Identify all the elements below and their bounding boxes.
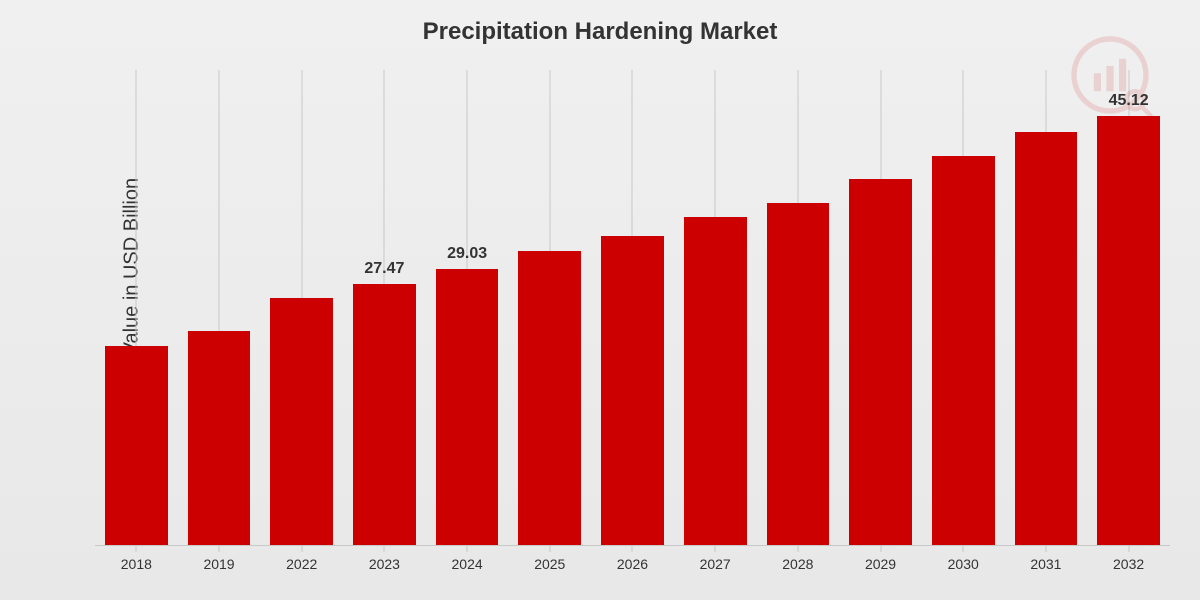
bar-group [270, 70, 333, 545]
bar [684, 217, 747, 545]
bar [436, 269, 499, 545]
data-label: 29.03 [447, 245, 487, 263]
bar-column [188, 70, 251, 545]
bar-group: 29.03 [436, 70, 499, 545]
x-tick-mark [632, 546, 633, 552]
bar-column: 45.12 [1097, 70, 1160, 545]
x-tick-mark [136, 546, 137, 552]
x-tick-mark [549, 546, 550, 552]
bar-column: 29.03 [436, 70, 499, 545]
bar [270, 298, 333, 545]
bar-group [518, 70, 581, 545]
bar-column [1015, 70, 1078, 545]
bar [767, 203, 830, 545]
bar-column [105, 70, 168, 545]
bar-column [684, 70, 747, 545]
x-tick-mark [963, 546, 964, 552]
x-tick-mark [797, 546, 798, 552]
bar-group [684, 70, 747, 545]
x-tick: 2032 [1097, 546, 1160, 572]
bar-column [767, 70, 830, 545]
x-tick: 2023 [353, 546, 416, 572]
bar-column [932, 70, 995, 545]
bar [188, 331, 251, 545]
x-tick-mark [1128, 546, 1129, 552]
x-tick-mark [301, 546, 302, 552]
bar [518, 251, 581, 546]
x-tick-mark [219, 546, 220, 552]
bar-group: 27.47 [353, 70, 416, 545]
bar-group [932, 70, 995, 545]
bar-group: 45.12 [1097, 70, 1160, 545]
x-tick: 2022 [270, 546, 333, 572]
bar [105, 346, 168, 546]
data-label: 27.47 [364, 260, 404, 278]
x-tick: 2031 [1015, 546, 1078, 572]
bar-column [518, 70, 581, 545]
x-tick: 2029 [849, 546, 912, 572]
bars-wrapper: 27.47 29.03 45.12 [95, 70, 1170, 545]
bar-column [849, 70, 912, 545]
data-label: 45.12 [1109, 92, 1149, 110]
x-tick: 2028 [767, 546, 830, 572]
bar-group [767, 70, 830, 545]
bar-group [188, 70, 251, 545]
x-tick: 2030 [932, 546, 995, 572]
chart-container: Precipitation Hardening Market Market Va… [0, 0, 1200, 600]
bar [353, 284, 416, 545]
bar-column: 27.47 [353, 70, 416, 545]
x-tick-mark [880, 546, 881, 552]
x-tick-mark [384, 546, 385, 552]
plot-area: 27.47 29.03 45.12 [95, 70, 1170, 545]
bar [1097, 116, 1160, 545]
x-tick: 2025 [518, 546, 581, 572]
x-axis-labels: 2018 2019 2022 2023 2024 2025 2026 2027 2028 2029… [95, 546, 1170, 572]
x-tick-mark [467, 546, 468, 552]
x-tick: 2018 [105, 546, 168, 572]
bar-column [601, 70, 664, 545]
chart-title: Precipitation Hardening Market [0, 0, 1200, 46]
x-tick: 2026 [601, 546, 664, 572]
x-tick-mark [715, 546, 716, 552]
x-tick: 2024 [436, 546, 499, 572]
x-tick: 2019 [188, 546, 251, 572]
bar-group [601, 70, 664, 545]
bar [601, 236, 664, 545]
bar [932, 156, 995, 546]
bar-group [1015, 70, 1078, 545]
x-tick-mark [1045, 546, 1046, 552]
x-axis: 2018 2019 2022 2023 2024 2025 2026 2027 2028 2029… [95, 545, 1170, 600]
x-tick: 2027 [684, 546, 747, 572]
bar-group [105, 70, 168, 545]
bar-group [849, 70, 912, 545]
bar-column [270, 70, 333, 545]
bar [1015, 132, 1078, 545]
bar [849, 179, 912, 545]
